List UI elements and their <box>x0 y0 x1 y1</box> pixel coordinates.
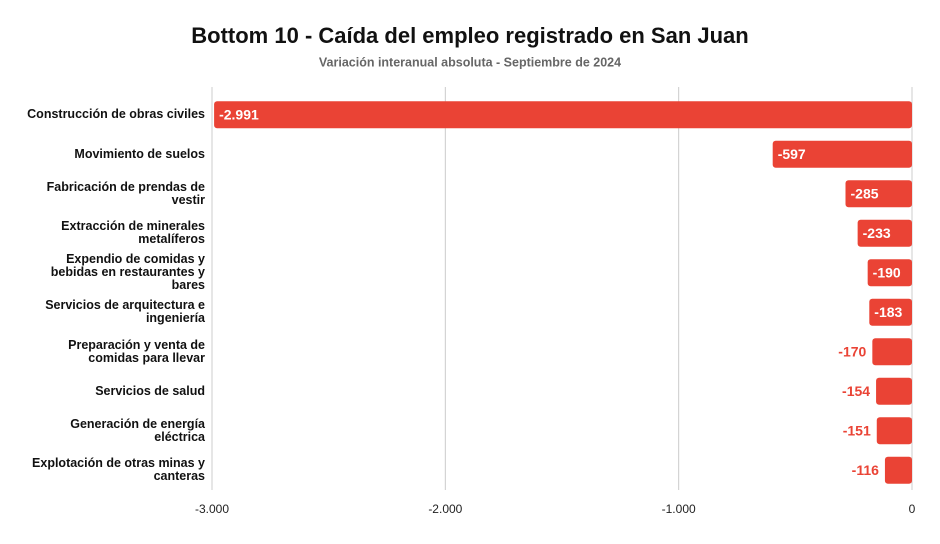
y-tick-label: Extracción de minerales metalíferos <box>61 219 205 247</box>
bar <box>857 219 912 247</box>
value-label: -151 <box>843 422 871 438</box>
x-tick-label: -2.000 <box>428 502 462 516</box>
value-label: -116 <box>852 462 879 478</box>
bar <box>869 298 912 326</box>
bar <box>876 417 912 445</box>
bar <box>845 180 912 208</box>
bar <box>876 377 912 405</box>
x-tick-label: 0 <box>909 502 916 516</box>
bar <box>867 259 912 287</box>
value-label: -170 <box>838 343 866 359</box>
x-tick-label: -1.000 <box>662 502 696 516</box>
bar <box>872 338 912 366</box>
value-label: -285 <box>851 185 879 201</box>
value-label: -2.991 <box>219 106 259 122</box>
y-tick-label: Construcción de obras civiles <box>27 107 205 122</box>
chart-subtitle: Variación interanual absoluta - Septiemb… <box>319 55 621 69</box>
y-tick-label: Movimiento de suelos <box>74 146 205 161</box>
x-tick-label: -3.000 <box>195 502 229 516</box>
bar <box>772 140 912 168</box>
value-label: -154 <box>842 383 870 399</box>
y-tick-label: Preparación y venta de comidas para llev… <box>68 337 205 365</box>
value-label: -183 <box>874 304 902 320</box>
value-label: -597 <box>778 146 806 162</box>
y-tick-label: Servicios de salud <box>95 383 205 398</box>
y-tick-label: Generación de energía eléctrica <box>70 416 205 444</box>
bar <box>214 101 913 129</box>
value-label: -233 <box>863 225 891 241</box>
y-tick-label: Fabricación de prendas de vestir <box>46 179 205 207</box>
y-tick-label: Expendio de comidas y bebidas en restaur… <box>50 252 205 293</box>
value-label: -190 <box>873 264 901 280</box>
y-tick-label: Servicios de arquitectura e ingeniería <box>45 298 205 326</box>
bar <box>884 456 912 484</box>
y-tick-label: Explotación de otras minas y canteras <box>32 456 205 484</box>
chart-title: Bottom 10 - Caída del empleo registrado … <box>191 23 748 48</box>
